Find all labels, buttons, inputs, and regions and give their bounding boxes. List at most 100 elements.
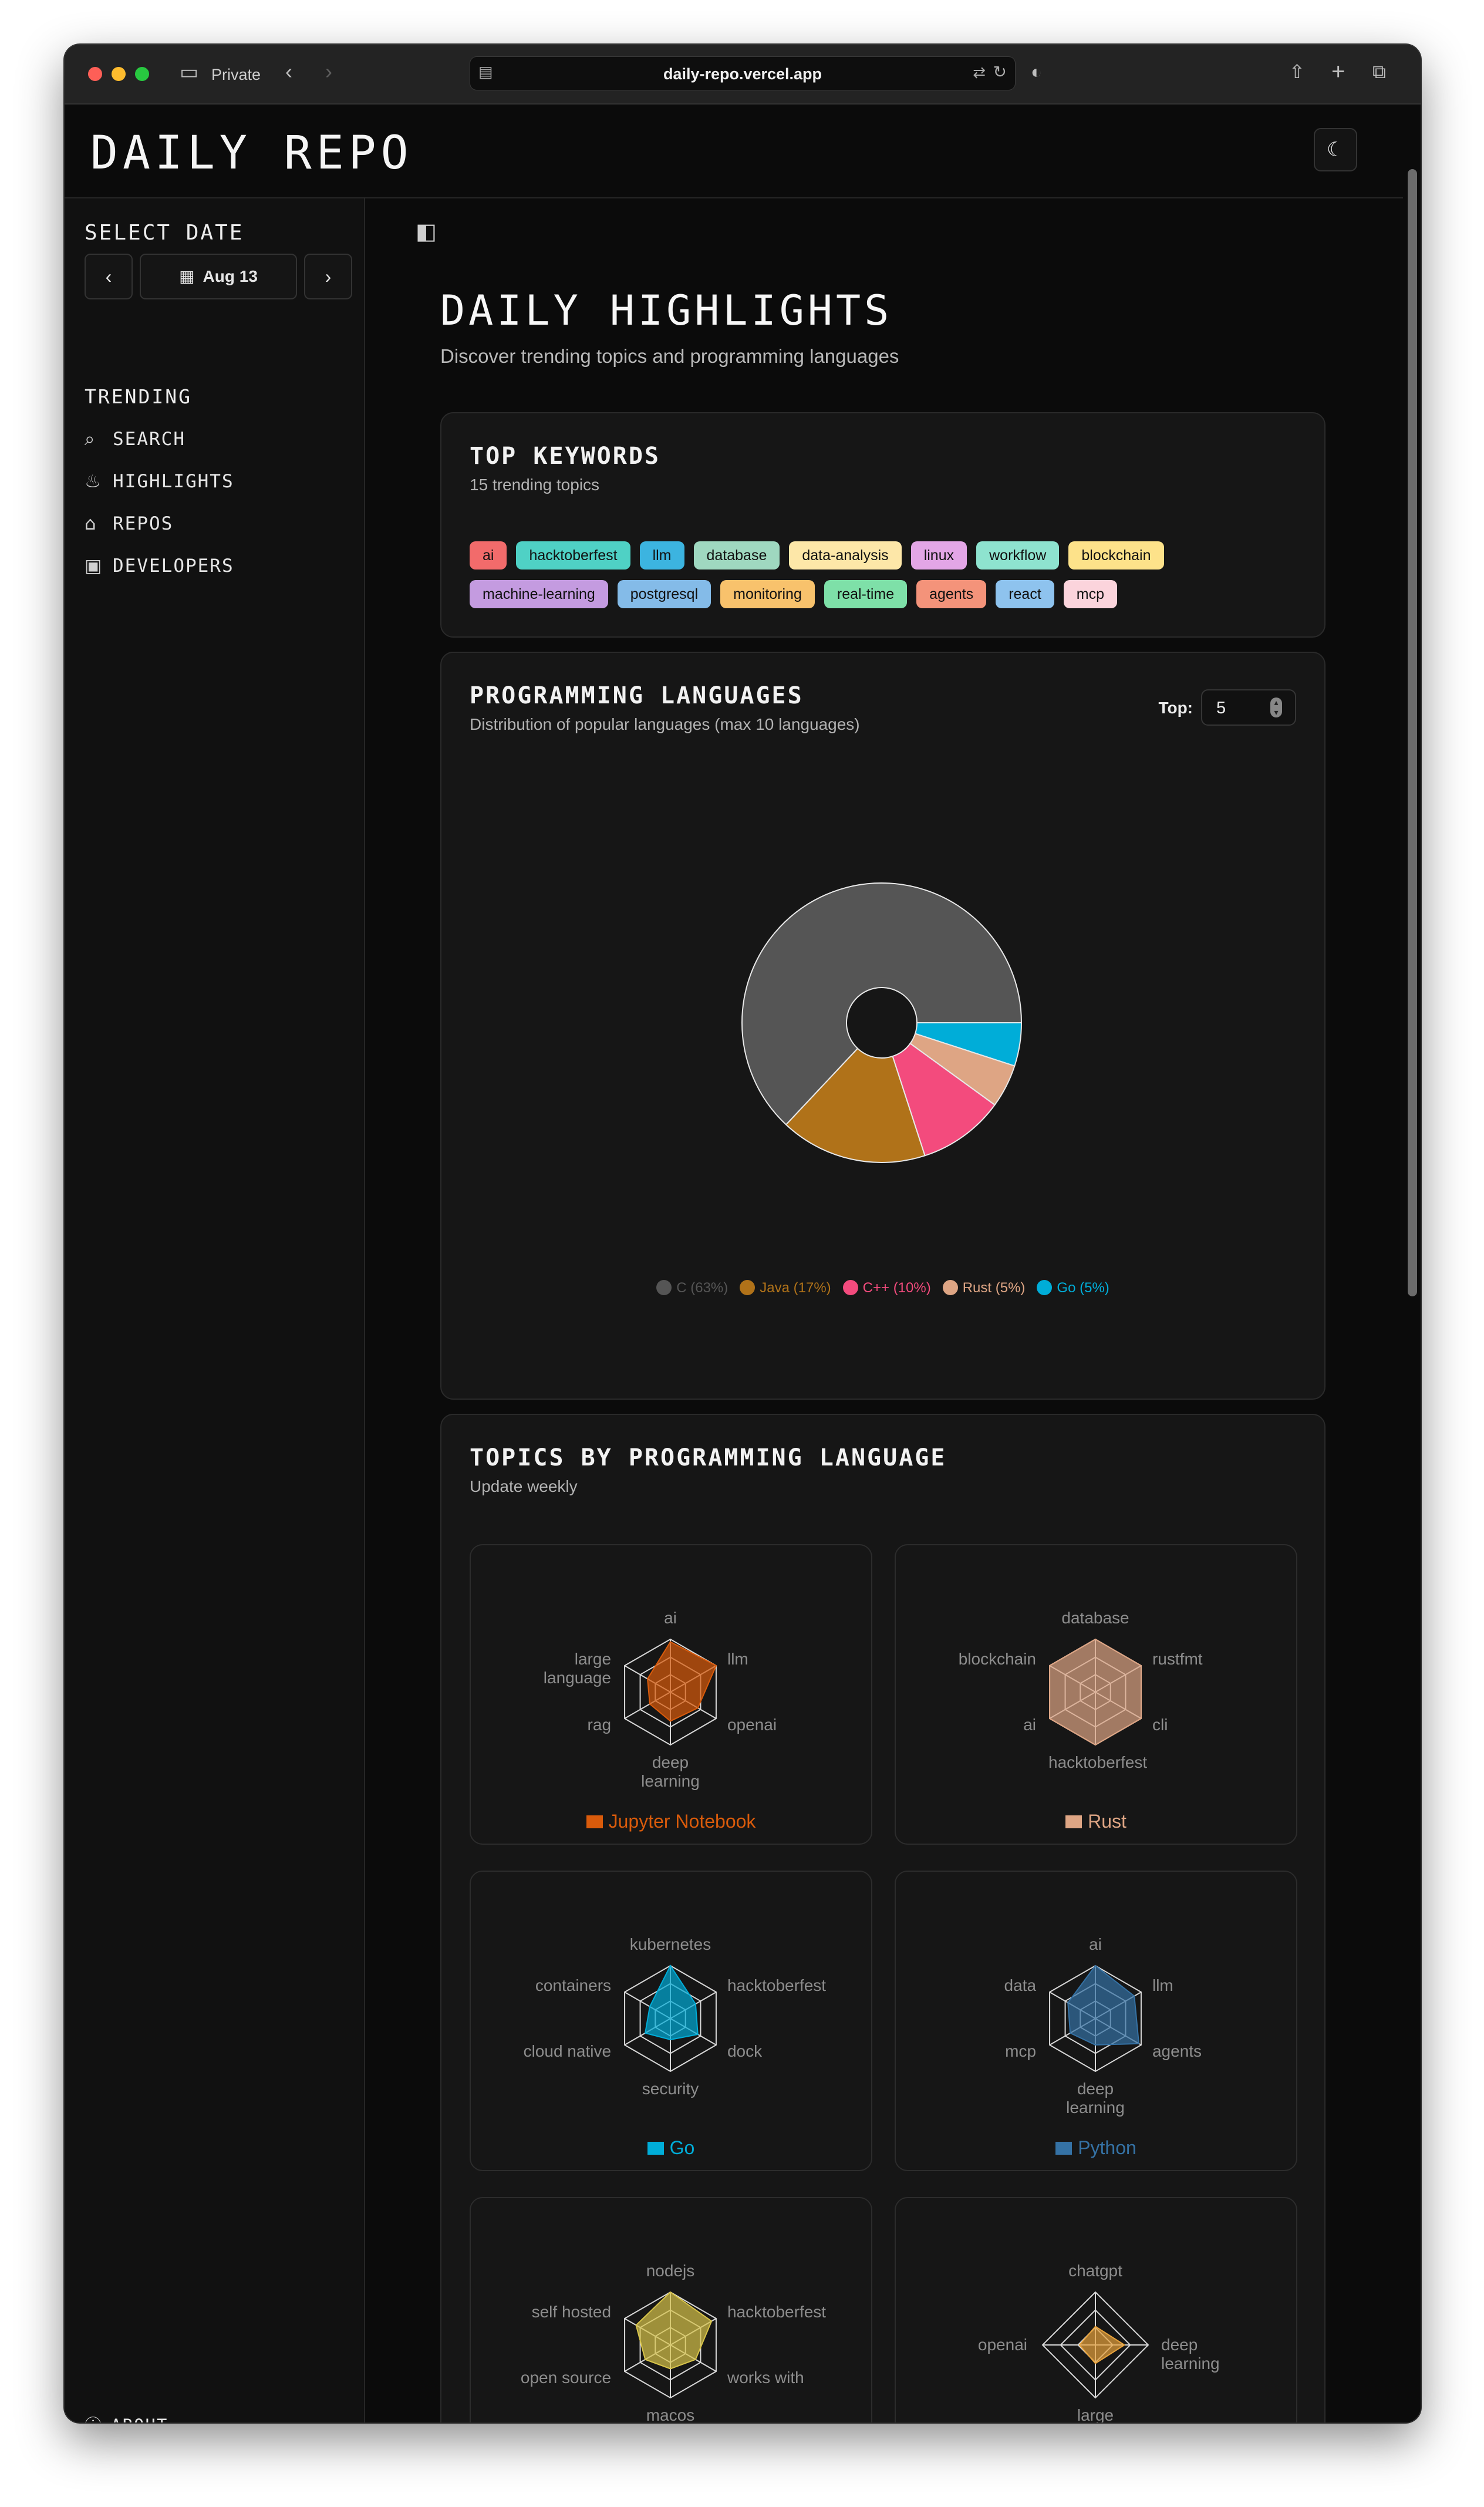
radar-axis-label: kubernetes — [629, 1935, 711, 1953]
top-count-label: Top: — [1158, 699, 1193, 717]
keyword-chip[interactable]: linux — [910, 541, 967, 570]
legend-label: Rust (5%) — [962, 1280, 1026, 1296]
back-icon[interactable]: ‹ — [285, 59, 292, 83]
keyword-chip[interactable]: monitoring — [720, 580, 815, 608]
keyword-chip[interactable]: data-analysis — [789, 541, 902, 570]
radar-area[interactable] — [1049, 1638, 1142, 1746]
radar-axis-label: deep learning — [1161, 2336, 1220, 2373]
zoom-window-button[interactable] — [135, 67, 149, 81]
url-text: daily-repo.vercel.app — [663, 65, 822, 83]
languages-title: PROGRAMMING LANGUAGES — [470, 682, 804, 709]
pie-slice-cpp[interactable] — [892, 1042, 996, 1157]
nav-item-repos[interactable]: ⌂ REPOS — [85, 513, 174, 534]
radar-axis-label: macos — [646, 2406, 695, 2422]
keyword-chip[interactable]: ai — [470, 541, 507, 570]
keyword-chip[interactable]: blockchain — [1068, 541, 1164, 570]
keyword-chip[interactable]: mcp — [1063, 580, 1118, 608]
radar-axis-label: database — [1061, 1609, 1129, 1627]
keyword-chip[interactable]: machine-learning — [470, 580, 608, 608]
radar-axis-label: large language — [543, 1650, 612, 1687]
radar-axis-label: deep learning — [1066, 2080, 1125, 2117]
legend-item[interactable]: C (63%) — [656, 1280, 728, 1296]
previous-date-button[interactable]: ‹ — [85, 254, 133, 299]
keyword-chip[interactable]: hacktoberfest — [516, 541, 630, 570]
pie-slice-c[interactable] — [741, 882, 1023, 1126]
radar-axis-label: ai — [1089, 1935, 1102, 1953]
scrollbar-thumb[interactable] — [1408, 169, 1417, 1296]
panel-toggle-icon[interactable]: ◧ — [416, 220, 437, 244]
keyword-chip[interactable]: llm — [639, 541, 684, 570]
legend-swatch — [942, 1280, 958, 1295]
date-picker-button[interactable]: ▦ Aug 13 — [140, 254, 297, 299]
keyword-chip[interactable]: postgresql — [617, 580, 711, 608]
theme-toggle-button[interactable]: ☾ — [1314, 128, 1357, 171]
tabs-icon[interactable]: ⧉ — [1372, 61, 1386, 82]
radar-chart — [624, 1638, 717, 1746]
radar-axis-label: hacktoberfest — [727, 1976, 827, 1994]
radar-axis-label: blockchain — [958, 1650, 1037, 1668]
radar-axis-label: security — [642, 2080, 699, 2098]
shield-icon[interactable]: ◐ — [1031, 61, 1043, 82]
radar-area[interactable] — [1078, 2326, 1126, 2364]
reload-icon[interactable]: ↻ — [993, 63, 1007, 81]
sidebar-toggle-icon[interactable]: ▭ — [180, 61, 199, 83]
translate-icon[interactable]: ⇄ — [973, 63, 986, 81]
legend-item[interactable]: Go (5%) — [1037, 1280, 1109, 1296]
browser-toolbar: ▭ Private ‹ › ▤ daily-repo.vercel.app ⇄ … — [65, 45, 1421, 105]
radar-area[interactable] — [1067, 1965, 1140, 2046]
language-name: Jupyter Notebook — [608, 1811, 756, 1832]
radar-axis-label: dock — [727, 2042, 763, 2060]
url-bar[interactable]: ▤ daily-repo.vercel.app ⇄ ↻ — [470, 56, 1016, 90]
radar-axis-label: large language — [1077, 2406, 1114, 2422]
legend-item[interactable]: Rust (5%) — [942, 1280, 1026, 1296]
language-pie-chart — [741, 882, 1023, 1163]
nav-item-highlights[interactable]: ♨ HIGHLIGHTS — [85, 471, 234, 492]
share-icon[interactable]: ⇧ — [1289, 61, 1305, 82]
legend-label: Go (5%) — [1057, 1280, 1109, 1296]
legend-swatch — [656, 1280, 672, 1295]
keyword-chip[interactable]: real-time — [824, 580, 908, 608]
keyword-chip-list: ai hacktoberfest llm database data-analysis l… — [470, 541, 1291, 619]
keyword-chip[interactable]: agents — [916, 580, 987, 608]
radar-area[interactable] — [635, 2291, 713, 2370]
minimize-window-button[interactable] — [112, 67, 126, 81]
home-icon: ⌂ — [85, 513, 97, 534]
keyword-chip[interactable]: react — [996, 580, 1054, 608]
radar-axis-label: ai — [1023, 1716, 1037, 1734]
scrollbar-track[interactable] — [1403, 105, 1421, 2422]
top-count-input[interactable]: 5 ▴ ▾ — [1201, 689, 1296, 726]
radar-chart — [1049, 1638, 1142, 1746]
language-name: Go — [669, 2137, 695, 2158]
search-icon: ⌕ — [85, 429, 96, 450]
nav-item-developers[interactable]: ▣ DEVELOPERS — [85, 555, 234, 577]
legend-item[interactable]: C++ (10%) — [842, 1280, 931, 1296]
info-icon: ⓘ — [85, 2415, 103, 2422]
language-swatch — [1055, 2142, 1072, 2155]
legend-item[interactable]: Java (17%) — [740, 1280, 831, 1296]
stepper-icon[interactable]: ▴ ▾ — [1270, 697, 1282, 717]
app-logo[interactable]: DAILY REPO — [90, 127, 413, 180]
legend-label: Java (17%) — [760, 1280, 831, 1296]
select-date-heading: SELECT DATE — [85, 221, 244, 245]
radar-axis-label: open source — [520, 2368, 612, 2387]
keyword-chip[interactable]: database — [693, 541, 780, 570]
moon-icon: ☾ — [1326, 139, 1345, 161]
pie-slice-java[interactable] — [785, 1047, 926, 1163]
browser-window: ▭ Private ‹ › ▤ daily-repo.vercel.app ⇄ … — [65, 45, 1421, 2422]
radar-axis-label: rustfmt — [1152, 1650, 1203, 1668]
radar-area[interactable] — [644, 1965, 699, 2041]
next-date-button[interactable]: › — [304, 254, 352, 299]
radar-area[interactable] — [647, 1641, 717, 1722]
radar-axis-label: data — [1004, 1976, 1037, 1994]
legend-swatch — [842, 1280, 858, 1295]
radar-axis-label: chatgpt — [1068, 2262, 1122, 2280]
radar-axis-label: hacktoberfest — [727, 2303, 827, 2321]
close-window-button[interactable] — [88, 67, 102, 81]
about-link[interactable]: ⓘABOUT — [85, 2412, 168, 2422]
language-name: Python — [1078, 2137, 1136, 2158]
keyword-chip[interactable]: workflow — [976, 541, 1060, 570]
new-tab-icon[interactable]: + — [1331, 59, 1345, 85]
radar-axis-label: llm — [727, 1650, 748, 1668]
nav-item-search[interactable]: ⌕ SEARCH — [85, 429, 186, 450]
forward-icon[interactable]: › — [325, 59, 332, 83]
